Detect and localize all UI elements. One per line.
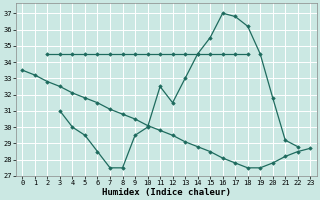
X-axis label: Humidex (Indice chaleur): Humidex (Indice chaleur) [102,188,231,197]
